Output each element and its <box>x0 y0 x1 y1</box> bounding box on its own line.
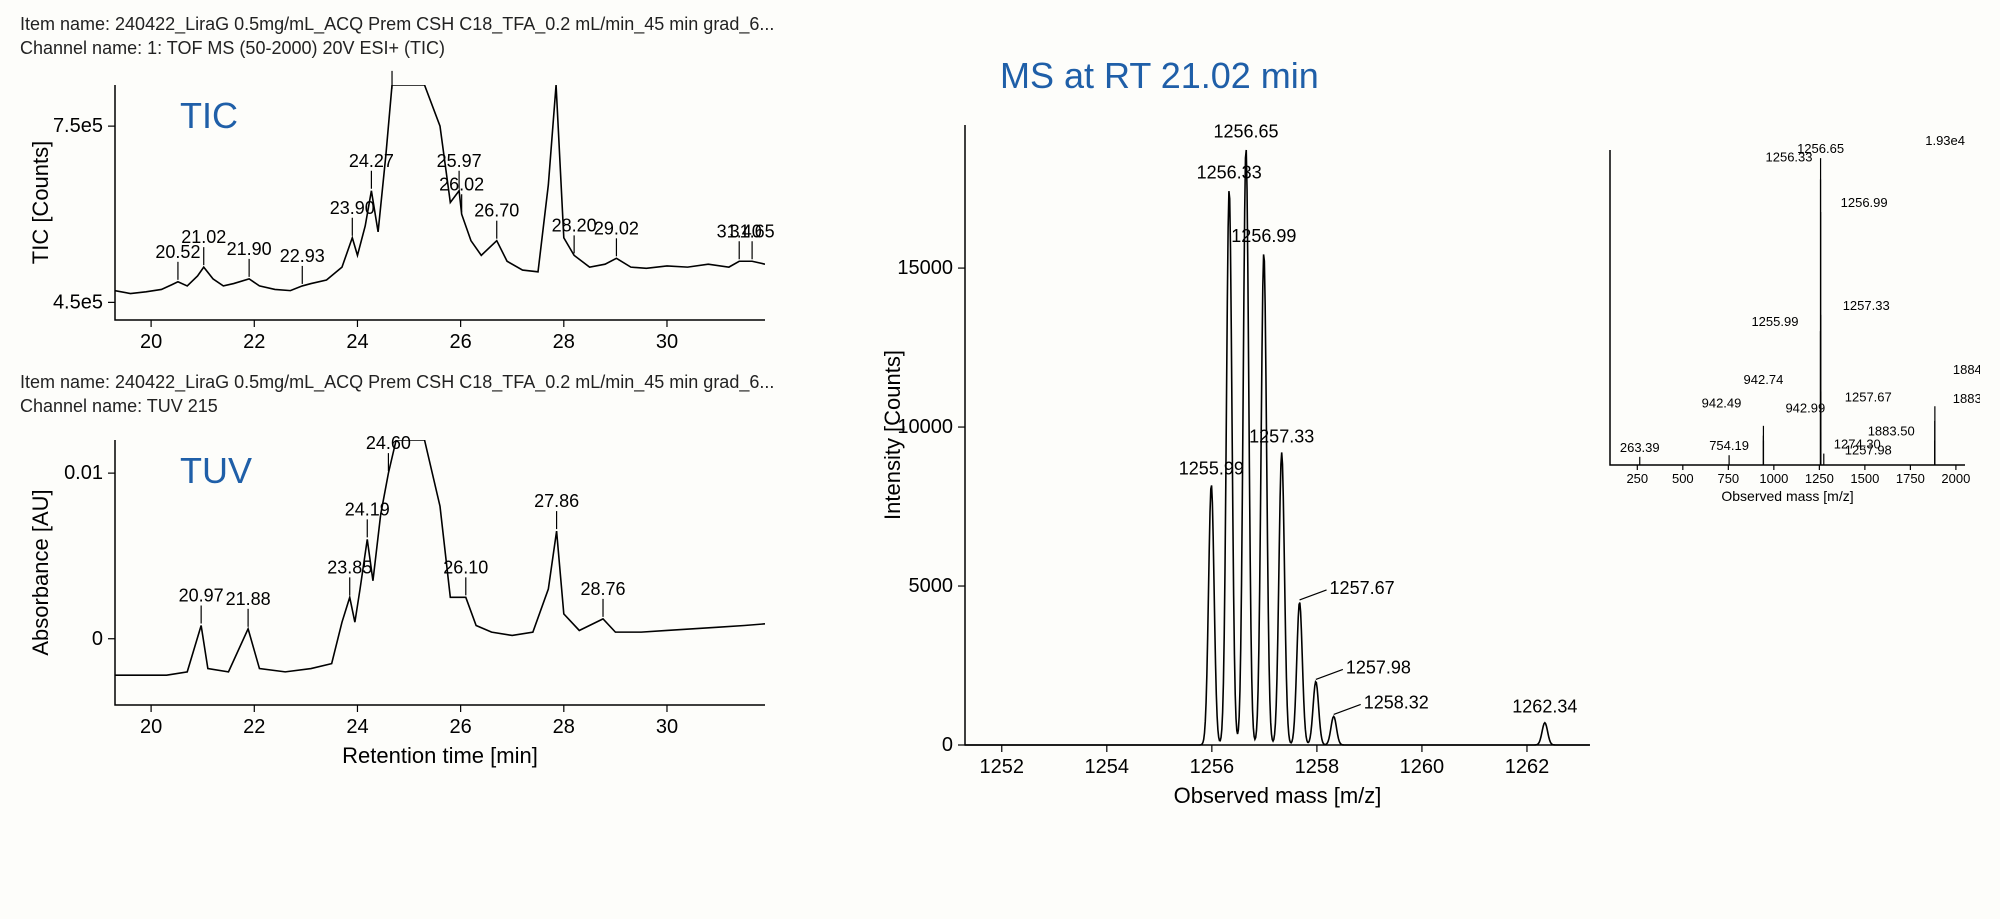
svg-text:26.02: 26.02 <box>439 174 484 194</box>
svg-text:7.5e5: 7.5e5 <box>53 115 103 137</box>
svg-text:22.93: 22.93 <box>280 246 325 266</box>
svg-text:21.88: 21.88 <box>226 589 271 609</box>
svg-text:1258.32: 1258.32 <box>1364 692 1429 712</box>
ms-chart: 0 5000 10000 15000 1252 1254 1256 1258 1260 1262 I… <box>870 105 1980 835</box>
tuv-label: TUV <box>180 450 252 492</box>
svg-text:24.27: 24.27 <box>349 151 394 171</box>
svg-text:24.19: 24.19 <box>345 499 390 519</box>
svg-text:4.5e5: 4.5e5 <box>53 291 103 313</box>
svg-text:22: 22 <box>243 716 265 738</box>
svg-text:1252: 1252 <box>980 756 1024 778</box>
svg-text:500: 500 <box>1672 471 1694 486</box>
svg-text:1256.99: 1256.99 <box>1231 226 1296 246</box>
svg-text:28: 28 <box>553 331 575 353</box>
svg-text:1257.33: 1257.33 <box>1843 298 1890 313</box>
svg-text:Absorbance [AU]: Absorbance [AU] <box>28 489 53 655</box>
svg-text:Observed mass [m/z]: Observed mass [m/z] <box>1721 488 1853 504</box>
tic-channel-name: Channel name: 1: TOF MS (50-2000) 20V ES… <box>20 36 774 60</box>
svg-text:1500: 1500 <box>1850 471 1879 486</box>
svg-text:2000: 2000 <box>1941 471 1970 486</box>
tic-label: TIC <box>180 95 238 137</box>
svg-text:0: 0 <box>92 628 103 650</box>
svg-text:1256.99: 1256.99 <box>1841 195 1888 210</box>
svg-text:1250: 1250 <box>1805 471 1834 486</box>
svg-text:27.86: 27.86 <box>534 491 579 511</box>
svg-text:28.76: 28.76 <box>580 579 625 599</box>
tuv-item-name: Item name: 240422_LiraG 0.5mg/mL_ACQ Pre… <box>20 370 774 394</box>
svg-text:1274.30: 1274.30 <box>1834 437 1881 452</box>
svg-text:250: 250 <box>1626 471 1648 486</box>
svg-text:Observed mass [m/z]: Observed mass [m/z] <box>1174 783 1382 808</box>
svg-text:22: 22 <box>243 331 265 353</box>
svg-text:21.90: 21.90 <box>227 239 272 259</box>
svg-text:1256.33: 1256.33 <box>1197 163 1262 183</box>
svg-text:20.97: 20.97 <box>179 586 224 606</box>
svg-text:1884.49: 1884.49 <box>1953 362 1980 377</box>
svg-text:1257.67: 1257.67 <box>1845 390 1892 405</box>
svg-text:21.02: 21.02 <box>181 227 226 247</box>
svg-text:1883.98: 1883.98 <box>1953 391 1980 406</box>
svg-text:26.10: 26.10 <box>443 557 488 577</box>
svg-text:31.65: 31.65 <box>730 221 775 241</box>
svg-text:263.39: 263.39 <box>1620 440 1660 455</box>
svg-text:1256.65: 1256.65 <box>1213 121 1278 141</box>
svg-text:0.01: 0.01 <box>64 462 103 484</box>
tuv-channel-name: Channel name: TUV 215 <box>20 394 774 418</box>
svg-text:1258: 1258 <box>1295 756 1340 778</box>
svg-text:24: 24 <box>346 716 368 738</box>
svg-text:23.85: 23.85 <box>327 557 372 577</box>
svg-text:5000: 5000 <box>909 575 954 597</box>
svg-text:1.93e4: 1.93e4 <box>1925 133 1965 148</box>
svg-text:24: 24 <box>346 331 368 353</box>
svg-text:1255.99: 1255.99 <box>1179 458 1244 478</box>
svg-text:1883.50: 1883.50 <box>1868 424 1915 439</box>
svg-text:Intensity [Counts]: Intensity [Counts] <box>880 350 905 520</box>
svg-text:942.49: 942.49 <box>1702 396 1742 411</box>
tic-item-name: Item name: 240422_LiraG 0.5mg/mL_ACQ Pre… <box>20 12 774 36</box>
svg-text:942.74: 942.74 <box>1744 372 1784 387</box>
svg-text:1257.33: 1257.33 <box>1249 426 1314 446</box>
svg-text:1256: 1256 <box>1190 756 1235 778</box>
svg-text:942.99: 942.99 <box>1785 401 1825 416</box>
svg-text:26: 26 <box>450 331 472 353</box>
svg-text:24.60: 24.60 <box>366 433 411 453</box>
svg-text:1262: 1262 <box>1505 756 1550 778</box>
svg-text:1254: 1254 <box>1085 756 1130 778</box>
svg-text:Retention time [min]: Retention time [min] <box>342 743 538 768</box>
svg-text:TIC [Counts]: TIC [Counts] <box>28 141 53 264</box>
svg-text:1257.67: 1257.67 <box>1330 578 1395 598</box>
svg-text:750: 750 <box>1717 471 1739 486</box>
svg-text:28.20: 28.20 <box>552 215 597 235</box>
ms-title: MS at RT 21.02 min <box>1000 55 1319 97</box>
svg-text:30: 30 <box>656 716 678 738</box>
svg-text:24.67: 24.67 <box>370 70 415 71</box>
svg-text:26: 26 <box>450 716 472 738</box>
svg-text:28: 28 <box>553 716 575 738</box>
svg-text:1260: 1260 <box>1400 756 1445 778</box>
tic-chart: 4.5e57.5e5202224262830TIC [Counts]20.522… <box>20 70 780 360</box>
svg-text:10000: 10000 <box>897 416 953 438</box>
svg-text:0: 0 <box>942 734 953 756</box>
svg-text:1256.65: 1256.65 <box>1797 141 1844 156</box>
svg-text:15000: 15000 <box>897 257 953 279</box>
svg-text:25.97: 25.97 <box>437 151 482 171</box>
svg-text:1000: 1000 <box>1759 471 1788 486</box>
svg-text:1262.34: 1262.34 <box>1512 697 1577 717</box>
svg-text:1255.99: 1255.99 <box>1751 314 1798 329</box>
svg-text:23.90: 23.90 <box>330 198 375 218</box>
svg-text:20: 20 <box>140 716 162 738</box>
svg-text:30: 30 <box>656 331 678 353</box>
svg-text:1257.98: 1257.98 <box>1346 657 1411 677</box>
svg-text:29.02: 29.02 <box>594 218 639 238</box>
svg-text:26.70: 26.70 <box>474 201 519 221</box>
svg-text:1750: 1750 <box>1896 471 1925 486</box>
svg-text:20: 20 <box>140 331 162 353</box>
tuv-chart: 0 0.01 20 22 24 26 28 30 Absorbance [AU] Retentio… <box>20 425 780 785</box>
svg-text:754.19: 754.19 <box>1709 438 1749 453</box>
